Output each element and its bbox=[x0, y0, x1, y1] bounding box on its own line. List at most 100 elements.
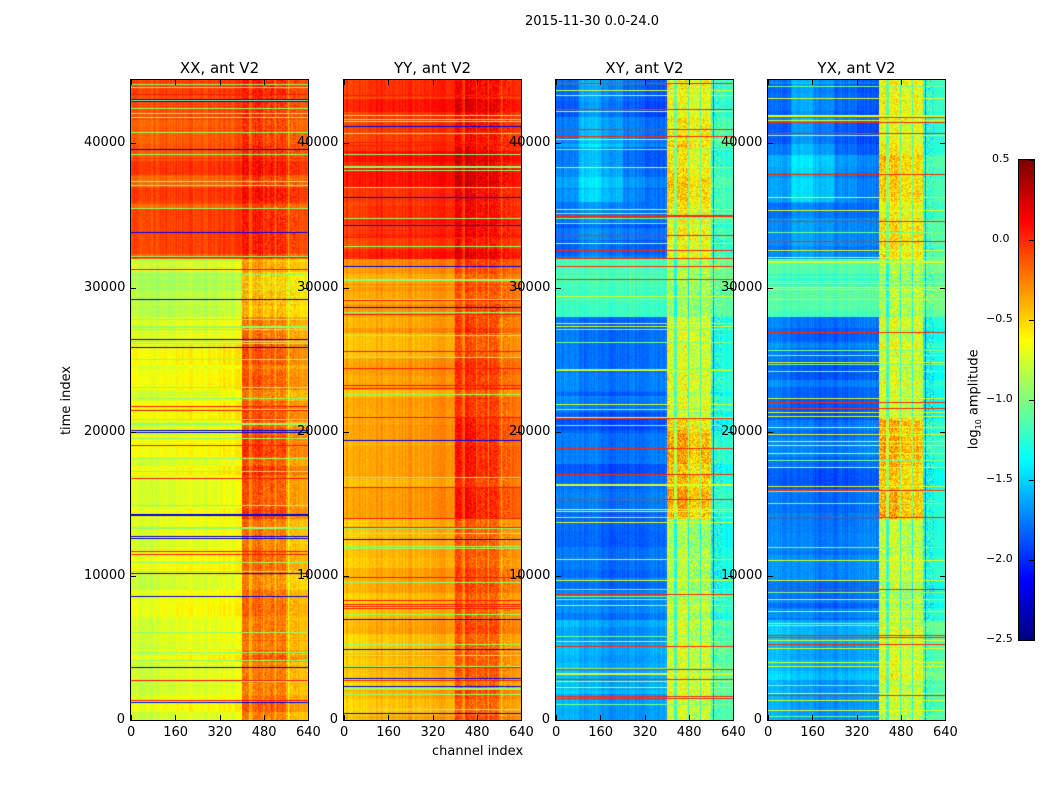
colorbar-tick bbox=[1029, 479, 1035, 481]
x-tick bbox=[476, 80, 478, 85]
y-tick bbox=[131, 575, 136, 577]
colorbar bbox=[1019, 160, 1034, 640]
panel-title-1: YY, ant V2 bbox=[393, 59, 471, 77]
x-tick bbox=[600, 80, 602, 85]
y-tick-label: 30000 bbox=[509, 279, 551, 295]
x-tick bbox=[344, 80, 345, 85]
y-tick-label: 20000 bbox=[721, 423, 763, 439]
colorbar-label-log: log bbox=[966, 429, 982, 450]
y-tick bbox=[768, 143, 773, 145]
x-tick bbox=[308, 715, 309, 720]
y-tick-label: 40000 bbox=[509, 135, 551, 151]
y-tick-label: 20000 bbox=[84, 423, 126, 439]
x-axis-label: channel index bbox=[432, 744, 524, 759]
y-tick bbox=[344, 143, 349, 145]
x-tick-label: 320 bbox=[420, 725, 446, 740]
x-tick bbox=[219, 715, 221, 720]
colorbar-tick-label: −1.0 bbox=[986, 392, 1013, 405]
x-tick bbox=[900, 80, 902, 85]
colorbar-tick-label: −1.5 bbox=[986, 472, 1013, 485]
y-tick bbox=[344, 431, 349, 433]
y-tick-label: 10000 bbox=[84, 567, 126, 583]
axes-frame-1 bbox=[343, 79, 522, 721]
x-tick bbox=[688, 80, 690, 85]
y-tick bbox=[940, 287, 945, 289]
y-tick bbox=[131, 287, 136, 289]
x-tick-label: 0 bbox=[340, 725, 349, 740]
y-tick bbox=[516, 575, 521, 577]
colorbar-label: log10 amplitude bbox=[967, 349, 984, 449]
x-tick-label: 160 bbox=[376, 725, 402, 740]
y-tick bbox=[556, 720, 561, 721]
y-tick bbox=[516, 287, 521, 289]
suptitle: 2015-11-30 0.0-24.0 bbox=[525, 14, 659, 29]
colorbar-tick bbox=[1029, 399, 1035, 401]
x-tick bbox=[900, 715, 902, 720]
axes-frame-3 bbox=[767, 79, 946, 721]
y-tick-label: 40000 bbox=[721, 135, 763, 151]
x-tick-label: 160 bbox=[588, 725, 614, 740]
y-tick bbox=[940, 143, 945, 145]
axes-frame-2 bbox=[555, 79, 734, 721]
x-tick bbox=[945, 80, 946, 85]
colorbar-tick bbox=[1029, 639, 1035, 641]
y-tick bbox=[303, 287, 308, 289]
y-tick bbox=[344, 287, 349, 289]
y-tick bbox=[131, 720, 136, 721]
x-tick bbox=[733, 80, 734, 85]
x-tick bbox=[388, 80, 390, 85]
x-tick-label: 640 bbox=[509, 725, 534, 740]
x-tick-label: 640 bbox=[296, 725, 321, 740]
x-tick bbox=[263, 80, 265, 85]
y-tick-label: 10000 bbox=[509, 567, 551, 583]
x-tick bbox=[812, 80, 814, 85]
y-tick bbox=[728, 287, 733, 289]
y-tick bbox=[940, 575, 945, 577]
x-tick-label: 320 bbox=[844, 725, 870, 740]
x-tick bbox=[856, 715, 858, 720]
x-tick bbox=[308, 80, 309, 85]
y-tick bbox=[303, 575, 308, 577]
x-tick bbox=[688, 715, 690, 720]
y-tick bbox=[556, 143, 561, 145]
y-tick bbox=[556, 287, 561, 289]
x-tick bbox=[945, 715, 946, 720]
x-tick-label: 0 bbox=[764, 725, 773, 740]
y-tick bbox=[768, 575, 773, 577]
y-tick-label: 0 bbox=[753, 712, 763, 727]
colorbar-label-rest: amplitude bbox=[966, 349, 982, 420]
y-axis-label: time index bbox=[59, 365, 75, 436]
y-tick-label: 30000 bbox=[297, 279, 339, 295]
y-tick bbox=[344, 575, 349, 577]
y-tick bbox=[728, 575, 733, 577]
y-tick-label: 20000 bbox=[509, 423, 551, 439]
y-tick-label: 40000 bbox=[84, 135, 126, 151]
x-tick-label: 0 bbox=[127, 725, 136, 740]
x-tick-label: 0 bbox=[552, 725, 561, 740]
panel-title-2: XY, ant V2 bbox=[605, 59, 684, 77]
x-tick bbox=[856, 80, 858, 85]
x-tick bbox=[175, 80, 177, 85]
colorbar-tick bbox=[1029, 319, 1035, 321]
y-tick bbox=[940, 720, 945, 721]
x-tick bbox=[131, 715, 132, 720]
x-tick bbox=[432, 715, 434, 720]
heatmap-2 bbox=[556, 80, 733, 720]
colorbar-tick-label: 0.5 bbox=[992, 152, 1010, 165]
y-tick bbox=[768, 287, 773, 289]
y-tick bbox=[728, 720, 733, 721]
x-tick-label: 160 bbox=[163, 725, 189, 740]
x-tick bbox=[175, 715, 177, 720]
panel-title-3: YX, ant V2 bbox=[817, 59, 896, 77]
x-tick-label: 640 bbox=[721, 725, 746, 740]
y-tick bbox=[516, 431, 521, 433]
heatmap-0 bbox=[131, 80, 308, 720]
y-tick bbox=[728, 431, 733, 433]
x-tick bbox=[219, 80, 221, 85]
y-tick bbox=[556, 431, 561, 433]
colorbar-tick-label: −2.5 bbox=[986, 632, 1013, 645]
y-tick bbox=[728, 143, 733, 145]
colorbar-tick bbox=[1029, 159, 1035, 161]
y-tick-label: 10000 bbox=[721, 567, 763, 583]
y-tick-label: 20000 bbox=[297, 423, 339, 439]
